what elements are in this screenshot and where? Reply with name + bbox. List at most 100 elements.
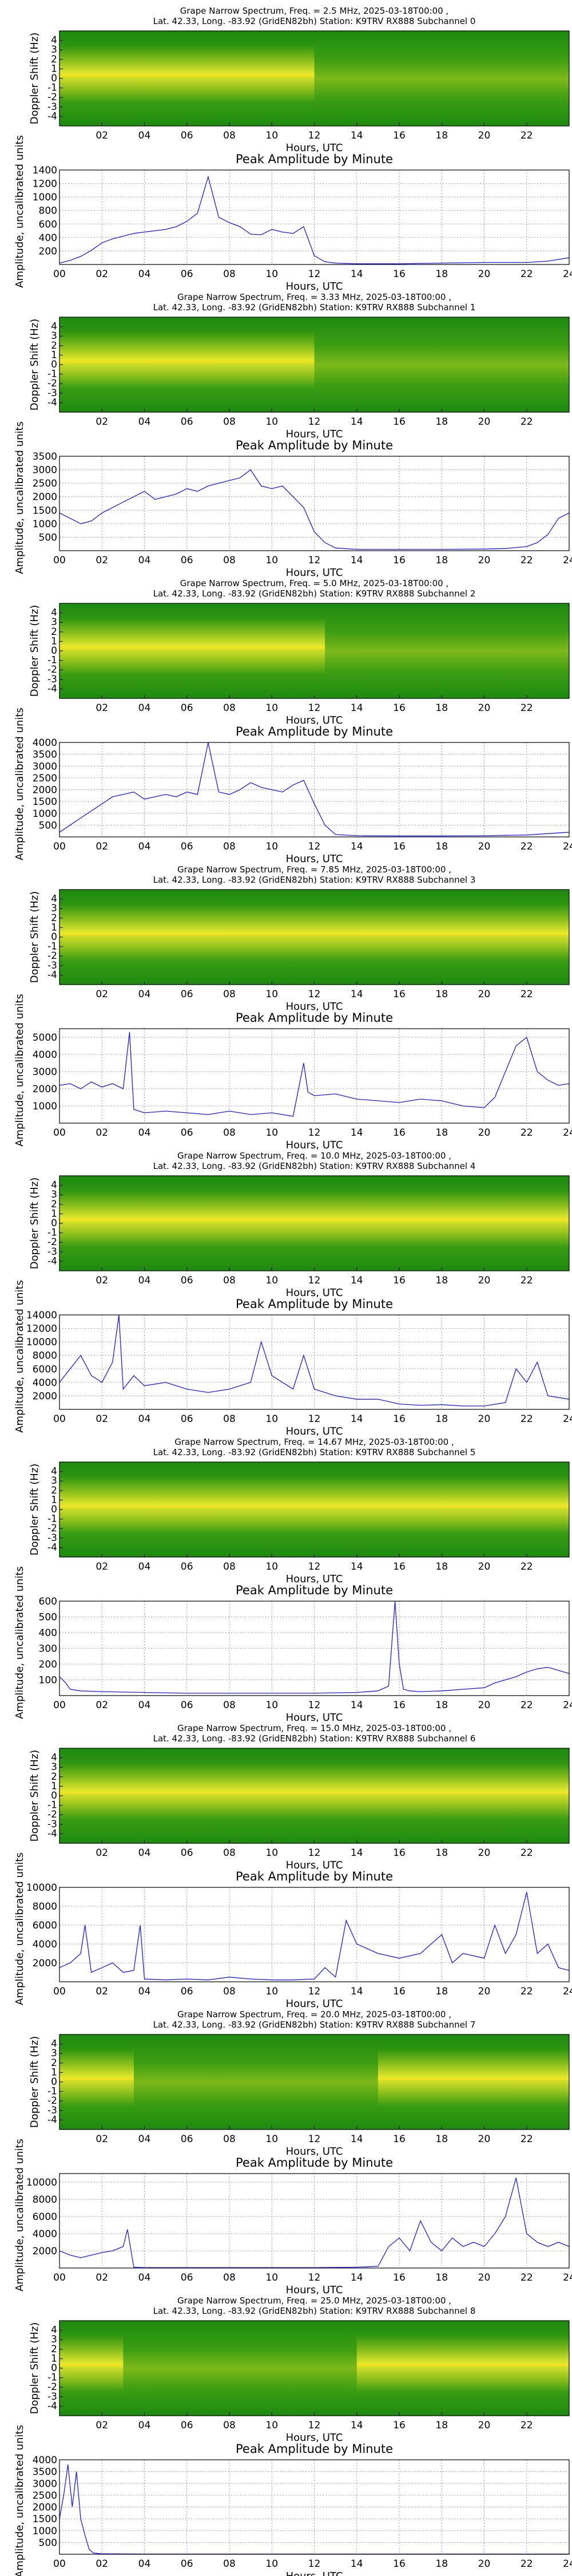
y-tick-label: 4000 [33, 1377, 57, 1389]
x-tick-label: 02 [96, 1561, 108, 1573]
x-tick-label: 10 [265, 555, 278, 566]
y-tick-label: 4000 [33, 1939, 57, 1950]
y-tick-label: 1 [51, 2353, 57, 2364]
x-tick-label: 00 [53, 1127, 66, 1139]
x-tick-label: 04 [138, 1275, 151, 1286]
x-tick-label: 08 [223, 1413, 236, 1425]
x-tick-label: 04 [138, 1561, 151, 1573]
x-tick-label: 08 [223, 841, 236, 852]
x-tick-label: 08 [223, 702, 236, 714]
x-tick-label: 12 [308, 1275, 321, 1286]
y-tick-label: 100 [39, 1675, 57, 1686]
x-tick-label: 20 [478, 268, 491, 280]
x-tick-label: 12 [308, 1127, 321, 1139]
x-tick-label: 14 [351, 2558, 363, 2570]
spectrogram-activity-band [59, 45, 315, 102]
amplitude-title: Peak Amplitude by Minute [236, 1870, 393, 1883]
x-tick-label: 10 [265, 989, 278, 1000]
x-tick-label: 02 [96, 989, 108, 1000]
spectrogram-subtitle: Lat. 42.33, Long. -83.92 (GridEN82bh) St… [153, 2020, 476, 2030]
spectrogram-title: Grape Narrow Spectrum, Freq. = 10.0 MHz,… [177, 1151, 451, 1161]
x-tick-label: 12 [308, 555, 321, 566]
x-tick-label: 12 [308, 416, 321, 428]
spectrogram-activity-band [59, 903, 569, 961]
y-tick-label: 2000 [33, 1390, 57, 1402]
amplitude-series-line [59, 1601, 570, 1694]
x-tick-label: 18 [435, 1847, 448, 1859]
spectrogram-subtitle: Lat. 42.33, Long. -83.92 (GridEN82bh) St… [153, 1161, 476, 1171]
x-tick-label: 10 [265, 2420, 278, 2431]
x-tick-label: 18 [435, 1127, 448, 1139]
x-tick-label: 10 [265, 1700, 278, 1711]
amplitude-panel-2: Peak Amplitude by Minute 00 02 04 06 08 10 12 14… [14, 708, 572, 865]
x-tick-label: 10 [265, 1127, 278, 1139]
y-tick-label: 1500 [33, 2514, 57, 2525]
y-tick-label: 8000 [33, 2194, 57, 2206]
x-tick-label: 10 [265, 1561, 278, 1573]
spectrogram-panel-7: Grape Narrow Spectrum, Freq. = 20.0 MHz,… [29, 2009, 570, 2158]
x-tick-label: 16 [393, 1561, 406, 1573]
x-tick-label: 10 [265, 2558, 278, 2570]
x-tick-label: 18 [435, 130, 448, 141]
y-tick-label: 4 [51, 607, 57, 619]
y-tick-label: 3000 [33, 465, 57, 476]
x-tick-label: 18 [435, 841, 448, 852]
x-tick-label: 06 [181, 2272, 193, 2283]
y-axis-label: Doppler Shift (Hz) [29, 2036, 41, 2128]
x-axis-label: Hours, UTC [286, 1998, 343, 2010]
x-tick-label: 06 [181, 2558, 193, 2570]
y-tick-label: 6000 [33, 2211, 57, 2223]
y-tick-label: 0 [51, 645, 57, 657]
x-tick-label: 00 [53, 1700, 66, 1711]
x-tick-label: 06 [181, 702, 193, 714]
x-tick-label: 14 [351, 416, 363, 428]
x-tick-label: 04 [138, 1986, 151, 1997]
x-tick-label: 12 [308, 841, 321, 852]
x-tick-label: 22 [521, 2134, 533, 2145]
x-tick-label: 04 [138, 268, 151, 280]
y-tick-label: -1 [47, 655, 57, 666]
y-tick-label: -2 [47, 1809, 57, 1820]
y-tick-label: 300 [39, 1643, 57, 1655]
x-tick-label: 12 [308, 1700, 321, 1711]
spectrogram-title: Grape Narrow Spectrum, Freq. = 2.5 MHz, … [180, 6, 448, 16]
x-axis-label: Hours, UTC [286, 1573, 343, 1585]
x-tick-label: 18 [435, 2272, 448, 2283]
y-tick-label: 1000 [33, 519, 57, 530]
x-tick-label: 14 [351, 702, 363, 714]
x-tick-label: 12 [308, 2558, 321, 2570]
y-tick-label: 10000 [26, 1882, 57, 1894]
y-tick-label: 4 [51, 894, 57, 905]
spectrogram-activity-band [59, 1762, 569, 1820]
x-tick-label: 08 [223, 130, 236, 141]
y-tick-label: 3 [51, 1761, 57, 1773]
amplitude-series-line [59, 175, 570, 264]
amplitude-frame [59, 1314, 570, 1410]
x-tick-label: 06 [181, 989, 193, 1000]
y-tick-label: 4 [51, 1752, 57, 1764]
x-tick-label: 10 [265, 2272, 278, 2283]
x-tick-label: 02 [96, 1700, 108, 1711]
x-tick-label: 24 [563, 1700, 572, 1711]
x-tick-label: 06 [181, 268, 193, 280]
amplitude-frame [59, 2459, 570, 2555]
x-tick-label: 04 [138, 130, 151, 141]
x-axis-label: Hours, UTC [286, 142, 343, 154]
x-tick-label: 02 [96, 1127, 108, 1139]
y-tick-label: -4 [47, 1828, 57, 1839]
x-tick-label: 22 [521, 2558, 533, 2570]
x-tick-label: 20 [478, 416, 491, 428]
x-tick-label: 22 [521, 702, 533, 714]
amplitude-panel-0: Peak Amplitude by Minute 00 02 04 06 08 10 12 14… [14, 135, 572, 293]
y-tick-label: 4 [51, 321, 57, 333]
spectrogram-subtitle: Lat. 42.33, Long. -83.92 (GridEN82bh) St… [153, 1447, 476, 1457]
x-tick-label: 06 [181, 1275, 193, 1286]
x-tick-label: 18 [435, 1986, 448, 1997]
x-tick-label: 08 [223, 1561, 236, 1573]
y-tick-label: 2 [51, 626, 57, 638]
amplitude-frame [59, 1887, 570, 1982]
amplitude-panel-3: Peak Amplitude by Minute 00 02 04 06 08 10 12 14… [14, 994, 572, 1151]
y-tick-label: 2 [51, 1485, 57, 1496]
y-tick-label: 0 [51, 73, 57, 84]
